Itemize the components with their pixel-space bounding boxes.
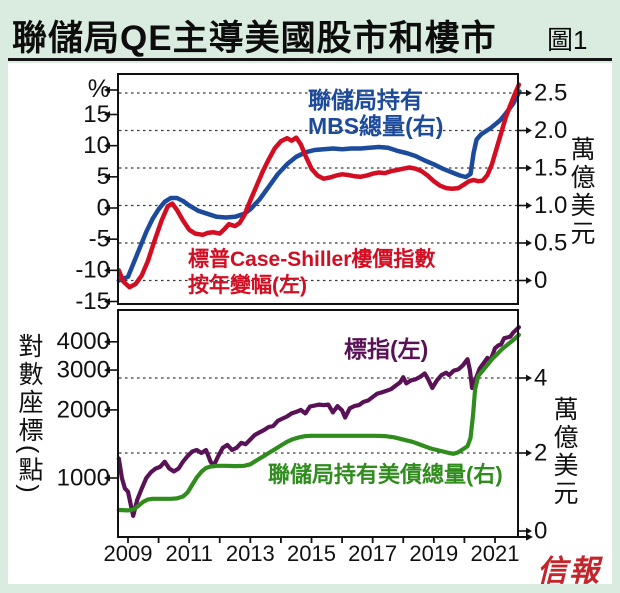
tick-arrow-right	[526, 527, 532, 535]
legend-mbs-holdings: 聯儲局持有 MBS總量(右)	[308, 87, 443, 139]
right-tick-label: 2.5	[534, 79, 567, 106]
x-tick-label: 2013	[226, 541, 275, 566]
tick-arrow-right	[526, 449, 532, 457]
x-tick-label: 2009	[104, 541, 153, 566]
tick-arrow-left	[104, 86, 110, 94]
tick-arrow-right	[526, 239, 532, 247]
bottom-right-axis-label: 萬億美元	[550, 396, 578, 508]
title-divider	[8, 58, 612, 61]
series-line-left-0-1	[116, 82, 522, 290]
axis-frame	[117, 73, 519, 305]
series-line-left-1-0	[116, 325, 522, 519]
bottom-left-axis-label: 對數座標(點)	[15, 333, 43, 496]
x-tick-label: 2015	[287, 541, 336, 566]
top-left-axis-unit: %	[87, 75, 110, 103]
left-tick-label: 3000	[57, 356, 110, 383]
left-tick-label: 4000	[57, 328, 110, 355]
right-tick-label: 0	[534, 267, 547, 294]
left-tick-label: -10	[75, 257, 110, 284]
x-tick-label: 2019	[409, 541, 458, 566]
tick-arrow-right	[526, 164, 532, 172]
tick-arrow-left	[104, 474, 110, 482]
x-tick-label: 2011	[166, 541, 213, 566]
tick-arrow-left	[104, 298, 110, 305]
figure-number-label: 圖1	[547, 25, 588, 55]
left-tick-label: -15	[75, 288, 110, 315]
top-right-axis-label: 萬億美元	[567, 136, 595, 248]
right-tick-label: 2.0	[534, 117, 567, 144]
series-line-right-0-0	[116, 89, 522, 283]
left-tick-label: 2000	[57, 396, 110, 423]
tick-arrow-right	[526, 89, 532, 97]
left-tick-label: 0	[97, 194, 110, 221]
tick-arrow-right	[526, 127, 532, 134]
tick-arrow-right	[526, 202, 532, 209]
legend-case-shiller-line2: 按年變幅(左)	[188, 274, 307, 297]
series-line-right-1-1	[116, 332, 522, 513]
tick-arrow-left	[104, 111, 110, 118]
tick-arrow-left	[104, 266, 110, 274]
legend-mbs-line1: 聯儲局持有	[308, 87, 423, 113]
x-tick-label: 2021	[471, 541, 520, 566]
legend-case-shiller: 標普Case-Shiller樓價指數 按年變幅(左)	[188, 247, 435, 299]
right-tick-label: 0.5	[534, 229, 567, 256]
legend-treasury-holdings: 聯儲局持有美債總量(右)	[268, 462, 503, 487]
tick-arrow-left	[104, 204, 110, 212]
axis-frame	[117, 309, 519, 538]
x-axis-arrow	[526, 533, 533, 541]
tick-arrow-right	[526, 277, 532, 284]
legend-mbs-line2: MBS總量(右)	[308, 113, 444, 139]
tick-arrow-left	[104, 406, 110, 414]
right-tick-label: 2	[534, 439, 547, 466]
left-tick-label: 5	[97, 163, 110, 190]
legend-sp-index: 標指(左)	[344, 336, 429, 362]
tick-arrow-left	[104, 173, 110, 181]
tick-arrow-left	[104, 338, 110, 346]
page-title: 聯儲局QE主導美國股市和樓市	[12, 19, 497, 58]
right-tick-label: 0	[534, 517, 547, 544]
brand-logo: 信報	[537, 555, 601, 588]
left-tick-label: 10	[83, 132, 110, 159]
tick-arrow-left	[104, 142, 110, 150]
left-tick-label: 15	[83, 101, 110, 128]
right-tick-label: 1.5	[534, 154, 567, 181]
tick-arrow-right	[526, 374, 532, 382]
tick-arrow-left	[104, 366, 110, 374]
x-tick-label: 2017	[348, 541, 397, 566]
tick-arrow-left	[104, 235, 110, 243]
left-tick-label: 1000	[57, 464, 110, 491]
left-tick-label: -5	[89, 226, 110, 253]
right-tick-label: 1.0	[534, 192, 567, 219]
legend-case-shiller-line1: 標普Case-Shiller樓價指數	[188, 248, 436, 271]
right-tick-label: 4	[534, 364, 547, 391]
